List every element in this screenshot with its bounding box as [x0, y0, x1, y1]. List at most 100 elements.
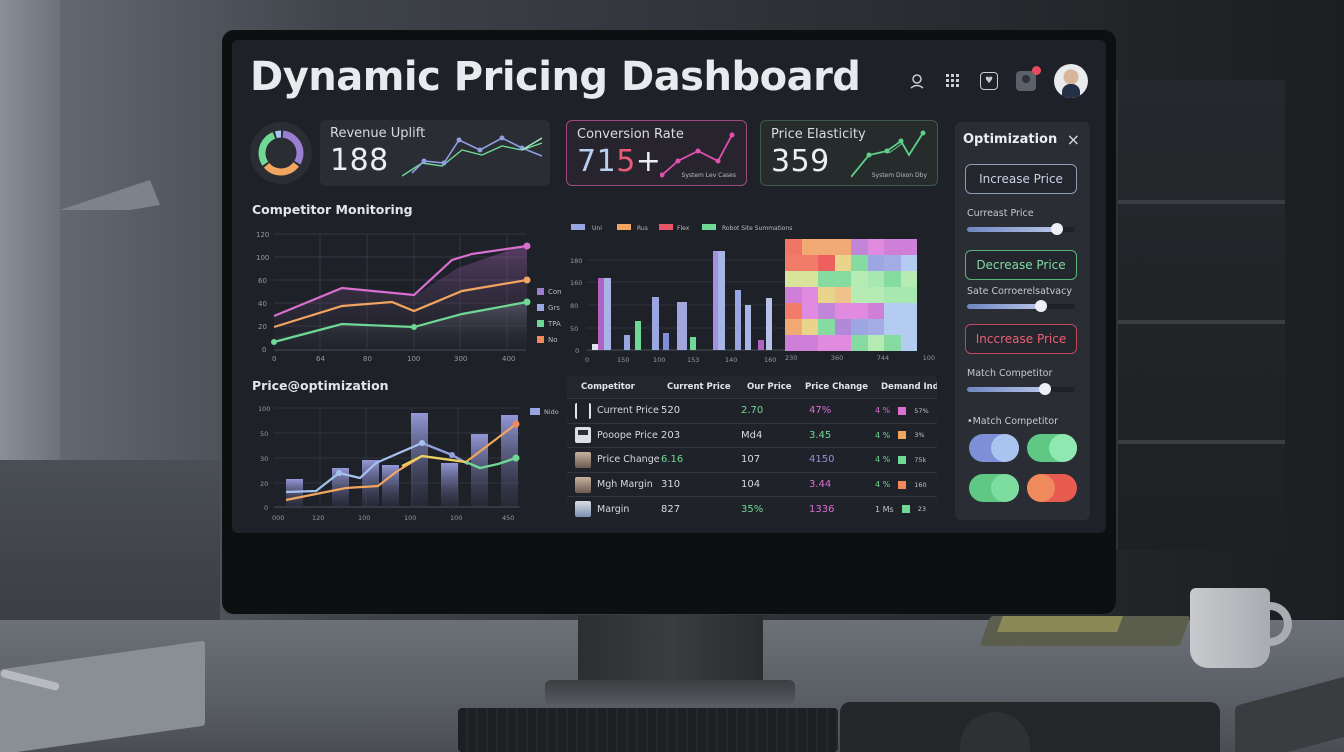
price-change-cell: 3.45: [809, 429, 832, 441]
heatmap-tick: 230: [785, 354, 798, 362]
slider-fill: [967, 304, 1041, 309]
coffee-mug-handle: [1262, 602, 1292, 646]
svg-text:450: 450: [502, 514, 514, 522]
competitor-cell: Current Price: [575, 402, 661, 419]
heatmap-cell: [785, 255, 802, 271]
table-row[interactable]: Mgh Margin 310 104 3.44 4 % 160: [567, 471, 937, 497]
close-icon[interactable]: ×: [1066, 130, 1080, 149]
svg-text:Rus: Rus: [637, 225, 648, 232]
heatmap-cell: [851, 271, 868, 287]
column-header[interactable]: Demand Index: [881, 382, 937, 392]
demand-swatch: [898, 406, 907, 415]
demand-value: 1 Ms: [875, 504, 894, 514]
increase-price-button[interactable]: Increase Price: [965, 164, 1077, 194]
our-price-cell: 35%: [741, 503, 764, 515]
svg-text:400: 400: [502, 355, 515, 363]
location-pin-icon[interactable]: [908, 72, 926, 90]
toggle-switch-blue[interactable]: [969, 434, 1019, 462]
svg-text:80: 80: [363, 355, 372, 363]
sparkline-chart: [402, 135, 542, 177]
notification-badge: [1032, 66, 1041, 75]
heatmap-cell: [900, 287, 917, 303]
decrease-price-button[interactable]: Decrease Price: [965, 250, 1077, 280]
heatmap-cell: [851, 287, 868, 303]
svg-text:160: 160: [764, 356, 776, 364]
svg-text:120: 120: [312, 514, 324, 522]
slider-handle[interactable]: [1051, 223, 1063, 235]
svg-text:100: 100: [450, 514, 462, 522]
toggle-knob: [991, 434, 1019, 462]
current-price-label: Curreast Price: [967, 208, 1034, 219]
sate-label: Sate Corroerelsatvacy: [967, 286, 1072, 297]
current-price-cell: 203: [661, 429, 681, 441]
heatmap-cell: [900, 319, 917, 335]
background-cabinet: [0, 460, 220, 620]
toggle-switch-green[interactable]: [1027, 434, 1077, 462]
heatmap-cell: [884, 255, 901, 271]
column-header[interactable]: Competitor: [581, 382, 635, 392]
heatmap-cell: [801, 255, 818, 271]
svg-text:30: 30: [260, 455, 268, 463]
price-change-cell: 1336: [809, 503, 835, 515]
current-price-cell: 827: [661, 503, 681, 515]
heatmap-cell: [818, 239, 835, 255]
demand-swatch: [898, 480, 907, 489]
heatmap-cell: [851, 255, 868, 271]
heatmap-cell: [851, 303, 868, 319]
svg-text:100: 100: [407, 355, 420, 363]
demand-index-cell: 4 % 160: [875, 480, 937, 489]
chat-icon[interactable]: ♥: [980, 72, 998, 90]
heatmap-cell: [818, 319, 835, 335]
heatmap-cell: [801, 319, 818, 335]
column-header[interactable]: Current Price: [667, 382, 731, 392]
notifications-user-icon[interactable]: [1016, 66, 1041, 91]
svg-text:20: 20: [258, 323, 267, 331]
kpi-value-part: +: [635, 144, 662, 179]
heatmap-cell: [884, 287, 901, 303]
toggle-switch-red[interactable]: [1027, 474, 1077, 502]
slider-handle[interactable]: [1039, 383, 1051, 395]
kpi-value-part: 5: [616, 144, 636, 179]
kpi-conversion-rate: Conversion Rate 715+ System Lev Cases: [566, 120, 747, 186]
current-price-slider[interactable]: [967, 223, 1075, 235]
table-header: Competitor Current Price Our Price Price…: [567, 376, 937, 398]
demand-value: 4 %: [875, 480, 891, 490]
competitor-cell: Mgh Margin: [575, 476, 661, 493]
heatmap-cell: [884, 335, 901, 351]
heatmap-cell: [884, 319, 901, 335]
heatmap-cell: [900, 239, 917, 255]
increase-price-button-alt[interactable]: Inccrease Price: [965, 324, 1077, 354]
heatmap-cell: [884, 303, 901, 319]
slider-handle[interactable]: [1035, 300, 1047, 312]
heatmap-cell: [834, 303, 851, 319]
column-header[interactable]: Our Price: [747, 382, 792, 392]
svg-text:0: 0: [262, 346, 266, 354]
svg-text:Grs: Grs: [548, 304, 560, 312]
column-header[interactable]: Price Change: [805, 382, 869, 392]
match-competitor-slider[interactable]: [967, 383, 1075, 395]
user-avatar[interactable]: [1054, 64, 1088, 98]
table-row[interactable]: Margin 827 35% 1336 1 Ms 23: [567, 496, 937, 521]
table-row[interactable]: Price Change 6.16 107 4150 4 % 75k: [567, 447, 937, 472]
our-price-cell: 107: [741, 454, 761, 466]
heatmap-cell: [818, 303, 835, 319]
match-competitor-label: Match Competitor: [967, 368, 1053, 379]
table-row[interactable]: Pooope Price 203 Md4 3.45 4 % 3%: [567, 422, 937, 448]
sate-slider[interactable]: [967, 300, 1075, 312]
competitor-photo-icon: [575, 476, 591, 493]
heatmap-cell: [851, 319, 868, 335]
heatmap-cell: [801, 335, 818, 351]
demand-value: 4 %: [875, 455, 891, 465]
competitor-name: Pooope Price: [597, 429, 658, 441]
monitor-stand-base: [545, 680, 795, 704]
toggle-switch-green-2[interactable]: [969, 474, 1019, 502]
heatmap-cell: [851, 239, 868, 255]
page-title: Dynamic Pricing Dashboard: [250, 54, 861, 100]
competitor-monitoring-line-chart: 120 100 60 40 20 0 0 64 80 100 300 400 Con Grs TPA…: [256, 231, 562, 363]
toggle-knob: [1049, 434, 1077, 462]
grid-apps-icon[interactable]: [944, 72, 962, 90]
table-row[interactable]: Current Price 520 2.70 47% 4 % 57%: [567, 398, 937, 423]
heatmap-cell: [900, 303, 917, 319]
dashboard-screen: Dynamic Pricing Dashboard ♥ Revenue Upli…: [232, 40, 1106, 533]
competitor-car-icon: [575, 501, 591, 518]
